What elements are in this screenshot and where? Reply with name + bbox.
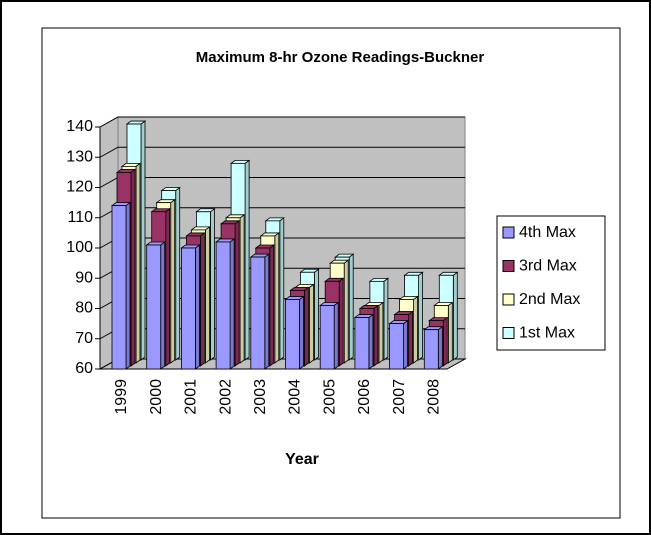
bar-side bbox=[338, 277, 344, 367]
y-tick-label: 90 bbox=[75, 269, 93, 286]
bar-side bbox=[408, 310, 414, 367]
bar-side bbox=[373, 304, 379, 367]
bar bbox=[319, 305, 335, 370]
bar-side bbox=[264, 253, 270, 370]
legend-swatch bbox=[502, 327, 515, 339]
bar-side bbox=[234, 220, 240, 367]
y-tick-label: 130 bbox=[66, 148, 93, 165]
bar-side bbox=[304, 286, 309, 367]
x-tick-label: 2007 bbox=[391, 379, 408, 415]
y-tick-label: 100 bbox=[66, 239, 93, 256]
y-tick-label: 70 bbox=[75, 330, 93, 347]
grid-line bbox=[99, 116, 465, 128]
legend-label: 2nd Max bbox=[519, 291, 580, 308]
bar-side bbox=[452, 271, 458, 361]
x-tick-label: 2002 bbox=[217, 379, 234, 415]
x-tick-label: 2006 bbox=[356, 379, 373, 415]
bar-side bbox=[130, 168, 136, 367]
legend-swatch bbox=[502, 226, 515, 239]
x-tick-label: 2008 bbox=[426, 379, 443, 415]
y-tick-label: 60 bbox=[75, 360, 93, 377]
y-tick-label: 80 bbox=[75, 300, 93, 317]
bar-side bbox=[279, 217, 285, 361]
bar-side bbox=[199, 232, 205, 367]
legend bbox=[496, 215, 606, 351]
bar-side bbox=[348, 253, 354, 361]
bar-side bbox=[160, 241, 166, 370]
bar-side bbox=[244, 159, 250, 361]
bar-side bbox=[442, 316, 448, 367]
legend-label: 4th Max bbox=[519, 224, 576, 241]
bar-side bbox=[413, 295, 419, 364]
legend-label: 1st Max bbox=[519, 325, 575, 342]
y-tick-label: 110 bbox=[67, 209, 93, 226]
bar-side bbox=[403, 319, 409, 370]
bar bbox=[423, 329, 439, 370]
bar-side bbox=[165, 207, 171, 367]
legend-label: 3rd Max bbox=[519, 258, 577, 275]
bar bbox=[354, 317, 370, 370]
x-axis-title: Year bbox=[285, 451, 319, 468]
chart-title: Maximum 8-hr Ozone Readings-Buckner bbox=[196, 49, 485, 66]
grid-line bbox=[99, 146, 465, 158]
x-tick-label: 2003 bbox=[252, 379, 269, 415]
y-tick-label: 140 bbox=[66, 118, 93, 135]
bar bbox=[285, 299, 300, 370]
bar-side bbox=[175, 186, 181, 361]
bar-side bbox=[204, 226, 210, 364]
bar-side bbox=[125, 201, 131, 370]
bar-side bbox=[309, 283, 314, 364]
legend-swatch bbox=[502, 293, 515, 306]
bar-side bbox=[299, 295, 304, 370]
x-tick-label: 2001 bbox=[183, 379, 200, 415]
bar-side bbox=[194, 244, 200, 370]
bar-side bbox=[269, 244, 275, 367]
x-tick-label: 2000 bbox=[148, 379, 165, 415]
x-tick-label: 2004 bbox=[287, 379, 304, 415]
bar-side bbox=[418, 271, 424, 361]
x-tick-label: 1999 bbox=[113, 379, 130, 415]
legend-swatch bbox=[502, 260, 515, 272]
bar-side bbox=[209, 207, 215, 361]
bar bbox=[250, 256, 266, 370]
bar-side bbox=[170, 198, 176, 364]
bar-side bbox=[343, 259, 349, 364]
bar-side bbox=[378, 301, 384, 364]
y-tick-label: 120 bbox=[66, 179, 93, 196]
bar-side bbox=[314, 268, 319, 361]
bar bbox=[146, 244, 162, 370]
bar-side bbox=[437, 325, 443, 370]
bar bbox=[111, 205, 127, 370]
bar-side bbox=[368, 313, 374, 370]
bar-side bbox=[140, 120, 146, 361]
bar-side bbox=[229, 238, 235, 370]
bar-side bbox=[135, 162, 141, 364]
bar-side bbox=[333, 301, 339, 370]
bar bbox=[180, 247, 196, 370]
bar bbox=[215, 241, 231, 370]
bar-side bbox=[383, 277, 389, 361]
x-tick-label: 2005 bbox=[321, 379, 338, 415]
bar bbox=[389, 323, 405, 370]
bar-side bbox=[274, 232, 280, 364]
bar-side bbox=[447, 301, 453, 364]
bar-side bbox=[239, 214, 245, 364]
